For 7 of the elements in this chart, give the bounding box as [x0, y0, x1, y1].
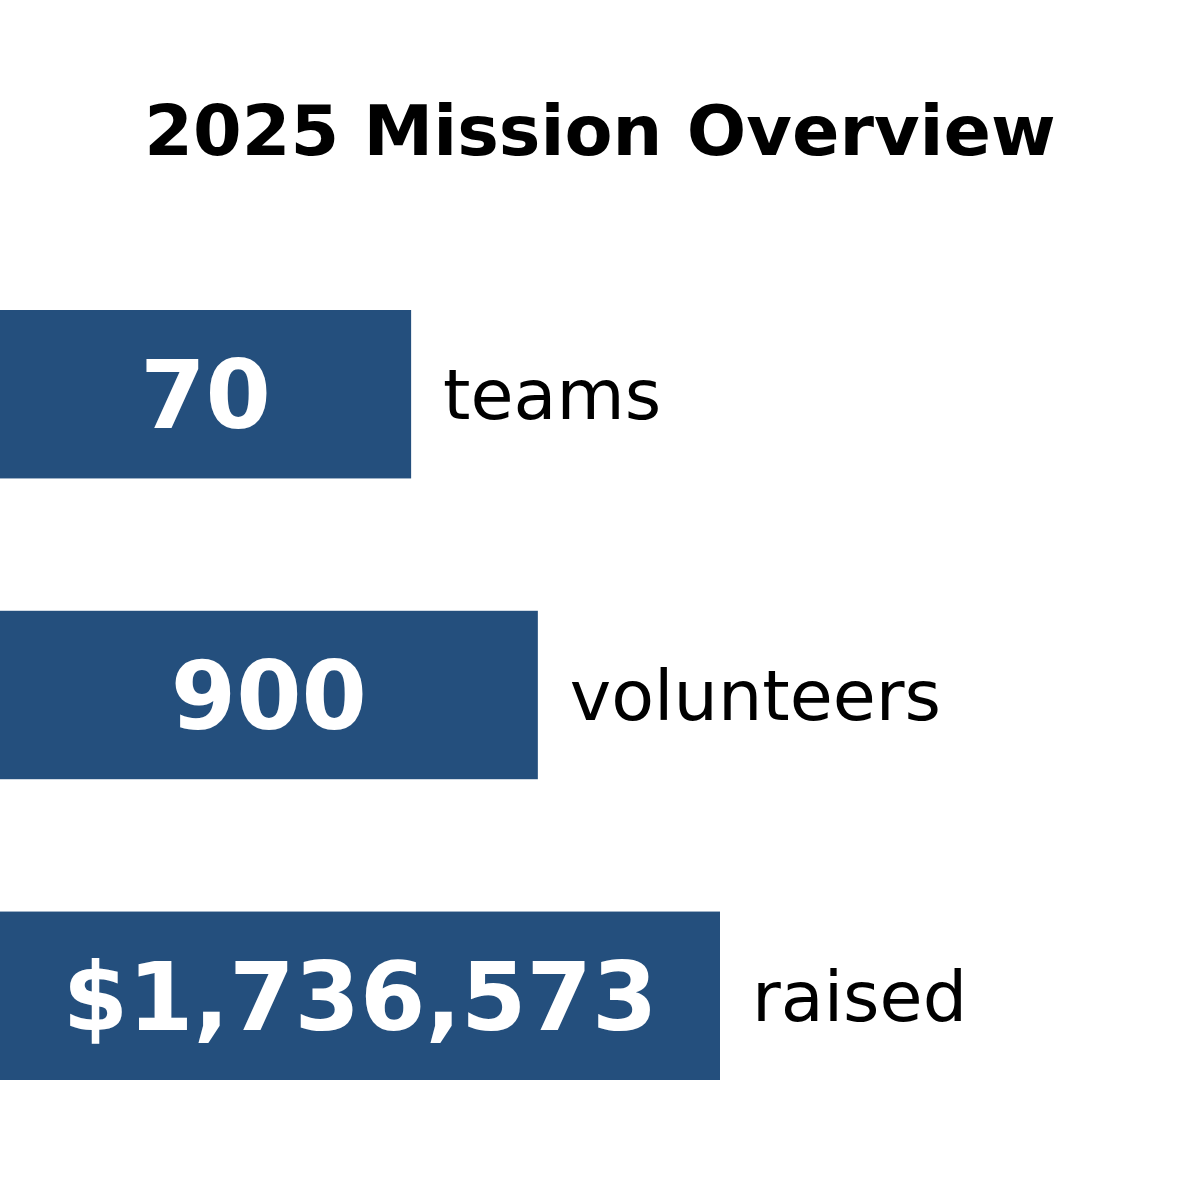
y-tick-label: volunteers	[569, 655, 942, 738]
text: 2025 Mission Overview	[144, 90, 1056, 173]
y-tick-label: teams	[443, 354, 662, 437]
y-tick-label: raised	[752, 955, 968, 1038]
annotation: $1,736,573	[62, 942, 658, 1052]
annotation: 70	[140, 341, 271, 451]
annotation: 900	[170, 641, 368, 751]
